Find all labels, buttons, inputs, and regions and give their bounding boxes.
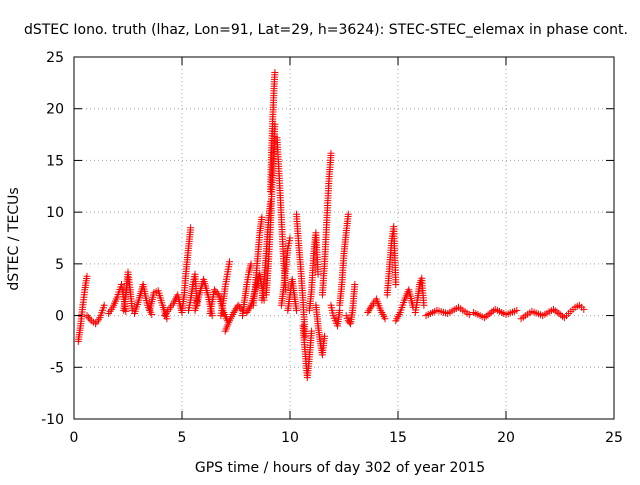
y-axis-label: dSTEC / TECUs — [6, 187, 22, 290]
data-point — [366, 305, 374, 313]
data-point — [345, 318, 353, 326]
observation-arc — [517, 305, 568, 323]
data-point — [84, 313, 92, 321]
data-point — [148, 311, 156, 318]
x-tick-label: 10 — [281, 430, 299, 446]
x-axis-label: GPS time / hours of day 302 of year 2015 — [195, 460, 485, 476]
observation-arc — [318, 149, 335, 299]
data-point — [100, 301, 108, 309]
data-point — [480, 314, 488, 322]
data-point — [246, 303, 254, 311]
observation-arc — [131, 281, 156, 318]
observation-arc — [336, 210, 352, 309]
y-tick-label: -5 — [50, 360, 64, 376]
x-tick-label: 20 — [497, 430, 515, 446]
data-point — [367, 303, 375, 311]
data-point — [557, 311, 565, 319]
y-tick-label: 25 — [46, 50, 64, 66]
data-point — [559, 312, 566, 320]
data-point — [213, 289, 221, 297]
observation-arc — [422, 303, 473, 320]
data-point — [308, 327, 316, 335]
observation-arc — [364, 295, 389, 323]
data-point — [553, 308, 561, 316]
y-tick-label: 10 — [46, 205, 64, 221]
data-point — [212, 287, 220, 295]
x-tick-label: 25 — [605, 430, 623, 446]
data-point — [580, 305, 588, 313]
observation-arc — [383, 223, 400, 299]
data-point — [187, 224, 195, 232]
data-point — [247, 260, 255, 268]
data-point — [381, 315, 389, 323]
observation-arc — [411, 274, 428, 316]
data-point — [513, 306, 521, 314]
data-point — [364, 309, 372, 316]
x-tick-label: 0 — [70, 430, 79, 446]
y-tick-label: 0 — [55, 309, 64, 325]
y-tick-label: 20 — [46, 102, 64, 118]
observation-arc — [217, 258, 233, 320]
x-tick-label: 15 — [389, 430, 407, 446]
observation-arc — [239, 260, 255, 320]
data-point — [293, 306, 300, 314]
x-tick-label: 5 — [178, 430, 187, 446]
observation-arc — [293, 210, 309, 340]
observation-arc — [299, 322, 316, 382]
data-point — [551, 307, 559, 315]
observation-arc — [284, 275, 300, 314]
data-point — [465, 311, 473, 318]
data-point — [286, 234, 294, 242]
observation-arc — [327, 301, 344, 330]
observation-arc — [563, 301, 588, 320]
data-point — [486, 310, 494, 317]
data-point — [482, 312, 490, 320]
observation-arc — [74, 272, 91, 345]
data-point — [550, 305, 557, 313]
data-point — [420, 301, 428, 309]
data-point — [230, 309, 238, 316]
observation-arc — [262, 120, 279, 299]
observation-arc — [83, 301, 108, 328]
observation-arc — [273, 134, 290, 294]
data-point — [210, 286, 218, 294]
observation-arc — [178, 224, 195, 314]
y-tick-label: -10 — [41, 412, 64, 428]
y-tick-label: 15 — [46, 153, 64, 169]
observation-arc — [305, 229, 322, 314]
data-point — [243, 309, 251, 316]
data-point — [484, 311, 492, 319]
chart-title: dSTEC Iono. truth (lhaz, Lon=91, Lat=29,… — [24, 22, 628, 38]
y-tick-label: 5 — [55, 257, 64, 273]
data-point — [344, 210, 352, 218]
data-point — [351, 281, 359, 288]
data-point — [271, 69, 279, 76]
data-point — [392, 281, 400, 288]
data-point — [226, 258, 233, 266]
observation-arc — [221, 301, 246, 335]
data-point — [488, 308, 496, 316]
observation-arc — [249, 213, 266, 309]
observation-arc — [342, 281, 359, 328]
data-point — [555, 310, 563, 317]
observation-arc — [267, 69, 279, 195]
data-point — [314, 270, 322, 278]
data-point — [258, 213, 266, 221]
observation-arc — [312, 301, 329, 359]
data-point — [86, 315, 94, 323]
observation-arc — [120, 268, 136, 314]
observation-arc — [277, 234, 294, 309]
axis-ticks: 0 5 10 15 20 25 -10 -5 0 5 10 15 20 25 — [41, 50, 623, 446]
plot-frame — [73, 56, 615, 420]
data-point — [83, 272, 91, 280]
data-point — [245, 305, 253, 313]
data-point — [321, 332, 329, 340]
data-point — [301, 332, 309, 340]
data-point — [327, 149, 335, 157]
observation-arc — [470, 305, 521, 322]
data-series — [74, 69, 588, 382]
